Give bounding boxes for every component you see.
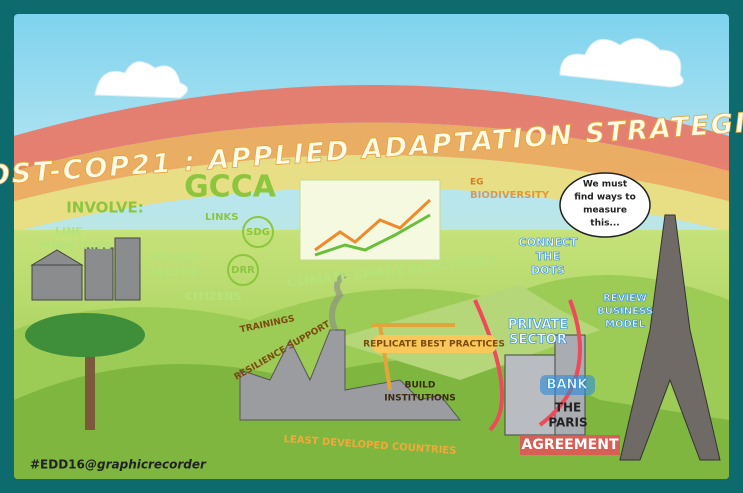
private-sector: PRIVATE — [508, 318, 568, 333]
tree-trunk — [85, 345, 95, 430]
private-sector: PRIVATE — [150, 251, 201, 264]
line-ministries: MINISTRIES — [40, 239, 112, 252]
sdg: SDG — [246, 227, 270, 238]
paris-agreement: THE — [555, 401, 581, 415]
speech-text: find ways to — [574, 193, 636, 203]
illustration: POST-COP21 : APPLIED ADAPTATION STRATEGI… — [0, 0, 743, 493]
paris-agreement: AGREEMENT — [522, 437, 619, 453]
build-institutions: BUILD — [405, 381, 436, 391]
line-ministries: LINE — [55, 225, 83, 238]
involve: INVOLVE: — [66, 199, 144, 217]
speech-text: We must — [583, 180, 628, 190]
review-business-model: BUSINESS — [597, 306, 653, 317]
bank: BANK — [547, 378, 589, 393]
drr: DRR — [231, 265, 255, 276]
speech-text: this... — [590, 219, 619, 229]
review-business-model: REVIEW — [603, 293, 647, 304]
private-sector: SECTOR — [150, 265, 199, 278]
connect-the-dots: DOTS — [531, 264, 565, 277]
replicate-best-practices: REPLICATE BEST PRACTICES — [363, 340, 505, 350]
build-institutions: INSTITUTIONS — [384, 394, 455, 404]
gcca: GCCA — [184, 170, 277, 205]
connect-the-dots: CONNECT — [519, 236, 578, 249]
hashtag: #EDD16 — [30, 458, 85, 472]
private-sector: SECTOR — [509, 333, 567, 348]
paris-agreement: PARIS — [548, 416, 587, 430]
speech-text: measure — [583, 206, 627, 216]
citizens: CITIZENS — [185, 290, 241, 303]
author: @graphicrecorder — [85, 458, 207, 472]
links: LINKS — [205, 212, 238, 223]
tree-crown — [25, 313, 145, 357]
biodiversity: BIODIVERSITY — [470, 190, 550, 201]
review-business-model: MODEL — [605, 319, 646, 330]
biodiversity: EG — [470, 178, 484, 188]
connect-the-dots: THE — [536, 250, 560, 263]
